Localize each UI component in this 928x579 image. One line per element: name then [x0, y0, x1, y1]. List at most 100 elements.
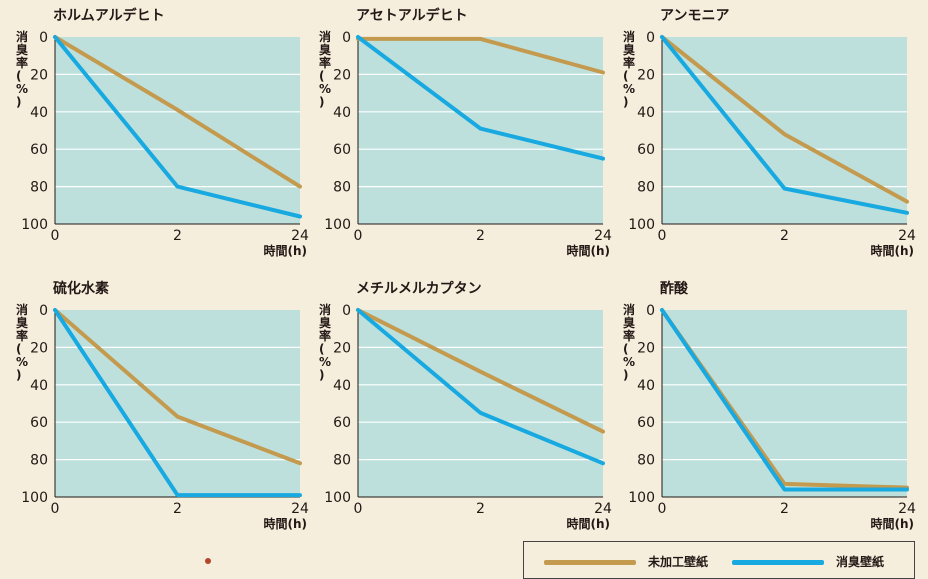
y-tick-label: 100 — [21, 217, 48, 233]
y-tick-label: 80 — [30, 180, 48, 196]
chart-title: メチルメルカプタン — [356, 281, 482, 297]
y-tick-label: 80 — [333, 180, 351, 196]
series-line-deodorizing — [356, 308, 605, 466]
y-tick-label: 0 — [646, 30, 655, 46]
chart-title: アセトアルデヒト — [356, 7, 468, 24]
x-tick-label: 0 — [51, 501, 60, 517]
x-tick-label: 2 — [476, 501, 485, 517]
x-tick-label: 0 — [354, 228, 363, 244]
y-tick-label: 20 — [30, 340, 48, 356]
y-tick-label: 100 — [21, 490, 48, 506]
x-tick-label: 24 — [291, 501, 309, 517]
y-tick-label: 80 — [30, 453, 48, 469]
y-tick-label: 60 — [333, 415, 351, 431]
series-line-deodorizing — [660, 308, 909, 492]
y-tick-label: 40 — [30, 378, 48, 394]
x-tick-label: 2 — [476, 228, 485, 244]
y-tick-label: 40 — [333, 105, 351, 121]
x-axis-label: 時間(h) — [870, 516, 914, 531]
series-line-deodorizing — [356, 35, 605, 161]
y-tick-label: 60 — [30, 142, 48, 158]
y-tick-label: 20 — [333, 340, 351, 356]
x-axis-label: 時間(h) — [263, 243, 307, 258]
y-tick-label: 80 — [637, 180, 655, 196]
decorative-mark-icon — [205, 558, 211, 564]
y-tick-label: 40 — [637, 378, 655, 394]
x-tick-label: 24 — [898, 501, 916, 517]
y-axis-label: 消臭率(%) — [16, 302, 28, 382]
plot-area — [55, 310, 300, 497]
series-line-deodorizing — [660, 35, 909, 215]
x-tick-label: 2 — [780, 501, 789, 517]
plot-area — [358, 310, 603, 497]
x-axis-label: 時間(h) — [870, 243, 914, 258]
x-tick-label: 0 — [658, 501, 667, 517]
x-tick-label: 24 — [594, 501, 612, 517]
x-tick-label: 24 — [594, 228, 612, 244]
y-tick-label: 20 — [637, 67, 655, 83]
y-tick-label: 100 — [628, 490, 655, 506]
series-line-deodorizing — [53, 308, 302, 498]
series-line-deodorizing — [53, 35, 302, 219]
x-tick-label: 0 — [354, 501, 363, 517]
chart-title: 硫化水素 — [53, 280, 109, 297]
y-tick-label: 60 — [637, 142, 655, 158]
chart-title: アンモニア — [660, 8, 729, 24]
series-line-untreated — [53, 35, 302, 189]
y-axis-label: 消臭率(%) — [623, 29, 635, 109]
x-axis-label: 時間(h) — [566, 243, 610, 258]
series-line-untreated — [660, 35, 909, 204]
series-line-untreated — [53, 308, 302, 466]
x-tick-label: 24 — [898, 228, 916, 244]
y-tick-label: 0 — [342, 30, 351, 46]
y-axis-label: 消臭率(%) — [16, 29, 28, 109]
chart-title: 酢酸 — [660, 280, 689, 297]
x-tick-label: 2 — [780, 228, 789, 244]
y-tick-label: 0 — [342, 303, 351, 319]
series-line-untreated — [356, 36, 605, 75]
y-tick-label: 80 — [333, 453, 351, 469]
y-tick-label: 100 — [324, 217, 351, 233]
y-tick-label: 0 — [39, 30, 48, 46]
plot-area — [55, 37, 300, 224]
y-axis-label: 消臭率(%) — [319, 29, 331, 109]
x-tick-label: 0 — [658, 228, 667, 244]
x-axis-label: 時間(h) — [263, 516, 307, 531]
y-tick-label: 20 — [30, 67, 48, 83]
legend: 未加工壁紙 消臭壁紙 — [523, 541, 915, 579]
x-tick-label: 2 — [173, 228, 182, 244]
y-tick-label: 60 — [637, 415, 655, 431]
y-tick-label: 100 — [324, 490, 351, 506]
y-tick-label: 0 — [646, 303, 655, 319]
legend-label-deodorizing: 消臭壁紙 — [836, 555, 885, 569]
y-tick-label: 0 — [39, 303, 48, 319]
legend-swatch-untreated — [544, 560, 636, 565]
chart-title: ホルムアルデヒト — [53, 7, 165, 24]
plot-area — [662, 310, 907, 497]
y-tick-label: 40 — [333, 378, 351, 394]
y-tick-label: 20 — [637, 340, 655, 356]
x-tick-label: 0 — [51, 228, 60, 244]
y-tick-label: 20 — [333, 67, 351, 83]
legend-swatch-deodorizing — [732, 560, 824, 565]
y-axis-label: 消臭率(%) — [623, 302, 635, 382]
y-tick-label: 60 — [333, 142, 351, 158]
y-tick-label: 80 — [637, 453, 655, 469]
y-tick-label: 40 — [30, 105, 48, 121]
x-tick-label: 24 — [291, 228, 309, 244]
y-tick-label: 60 — [30, 415, 48, 431]
y-axis-label: 消臭率(%) — [319, 302, 331, 382]
y-tick-label: 100 — [628, 217, 655, 233]
x-tick-label: 2 — [173, 501, 182, 517]
legend-label-untreated: 未加工壁紙 — [648, 555, 709, 569]
series-line-untreated — [356, 308, 605, 434]
x-axis-label: 時間(h) — [566, 516, 610, 531]
y-tick-label: 40 — [637, 105, 655, 121]
